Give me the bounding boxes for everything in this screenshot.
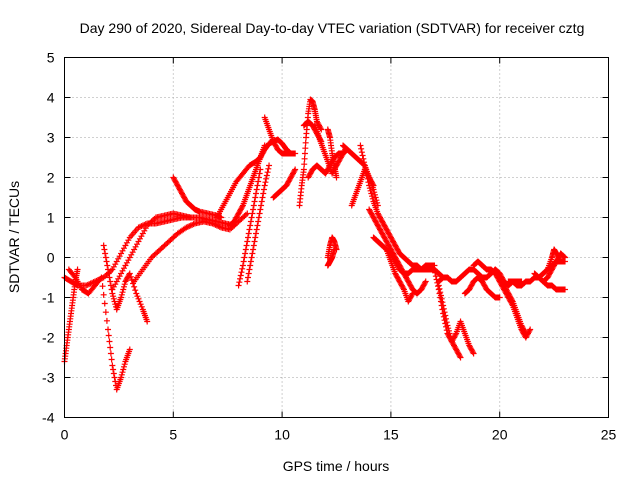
x-tick-label: 20 (492, 427, 508, 443)
x-tick-label: 25 (601, 427, 617, 443)
data-points (492, 266, 529, 337)
data-points (65, 266, 133, 393)
y-tick-label: -3 (42, 370, 55, 386)
data-points (109, 210, 194, 293)
y-tick-label: 0 (47, 250, 55, 266)
data-points (244, 162, 273, 285)
data-points (131, 210, 251, 285)
y-tick-label: 5 (47, 50, 55, 66)
series-track-20 (324, 234, 340, 261)
data-points (213, 154, 264, 221)
points-layer (61, 96, 568, 393)
series-track-27 (383, 246, 416, 305)
y-tick-label: 2 (47, 170, 55, 186)
series-track-31 (461, 274, 503, 301)
data-points (461, 274, 503, 301)
series-track-14 (270, 166, 299, 201)
y-tick-label: -4 (42, 410, 55, 426)
x-tick-label: 10 (274, 427, 290, 443)
data-points (324, 246, 338, 269)
x-tick-label: 5 (169, 427, 177, 443)
chart-title: Day 290 of 2020, Sidereal Day-to-day VTE… (80, 20, 585, 36)
series-track-10 (235, 166, 264, 289)
plot-frame (64, 57, 609, 418)
series-track-15 (296, 96, 325, 209)
data-points (383, 246, 416, 305)
x-tick-label: 15 (383, 427, 399, 443)
y-tick-label: 4 (47, 90, 55, 106)
data-points (100, 242, 151, 325)
series-track-37 (544, 246, 564, 273)
series-track-29 (435, 282, 464, 361)
y-tick-label: 3 (47, 130, 55, 146)
series-track-8 (213, 154, 264, 221)
series-track-6 (131, 210, 251, 285)
data-points (324, 234, 340, 261)
series-track-33 (492, 266, 529, 337)
y-tick-label: 1 (47, 210, 55, 226)
y-tick-label: -1 (42, 290, 55, 306)
tick-layer: -4 -3 -2 -1 0 1 2 3 4 5 0 5 10 15 20 25 (42, 50, 616, 443)
y-axis-label: SDTVAR / TECUs (6, 181, 22, 293)
data-points (435, 282, 464, 361)
data-points (270, 166, 299, 201)
data-points (296, 96, 325, 209)
series-track-5 (109, 210, 194, 293)
series-track-3 (65, 266, 133, 393)
data-points (324, 126, 340, 181)
series-track-21 (324, 246, 338, 269)
data-points (261, 114, 299, 157)
series-track-11 (244, 162, 273, 285)
data-points (235, 166, 264, 289)
series-track-13 (261, 114, 299, 157)
data-points (544, 246, 564, 273)
x-axis-label: GPS time / hours (283, 458, 390, 474)
series-track-19 (324, 126, 340, 181)
x-tick-label: 0 (61, 427, 69, 443)
series-track-4 (100, 242, 151, 325)
y-tick-label: -2 (42, 330, 55, 346)
